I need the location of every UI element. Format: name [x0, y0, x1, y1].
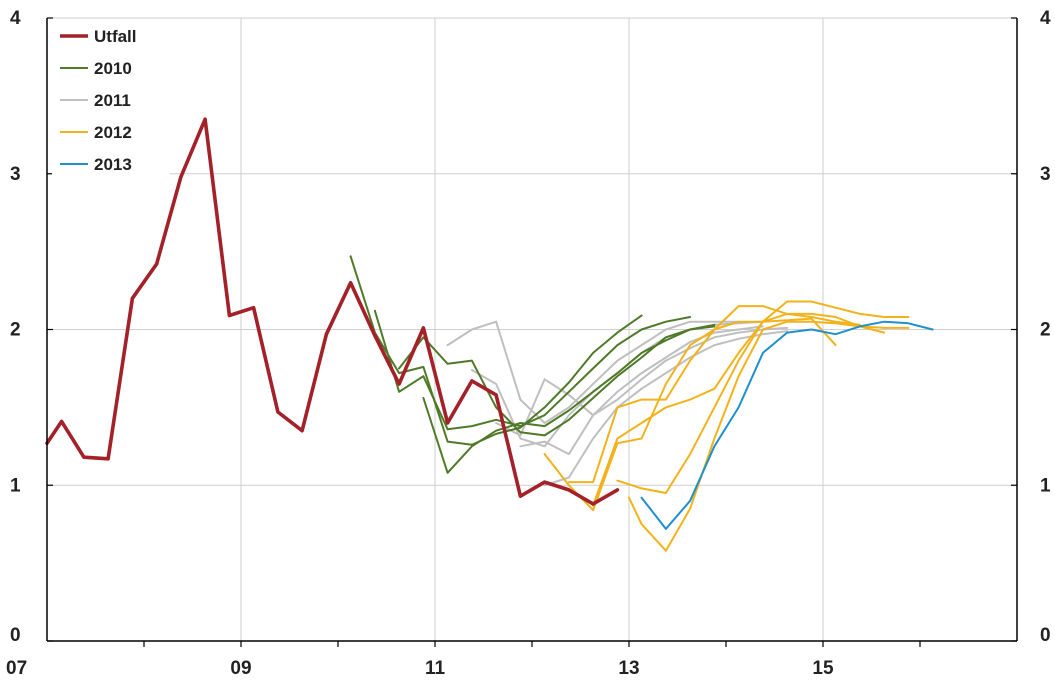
series-line-2013-15 [640, 320, 934, 530]
y-tick-label-left: 0 [10, 625, 21, 646]
legend-label: 2010 [94, 59, 132, 78]
x-tick-label: 13 [618, 658, 639, 679]
series-line-2012-13 [616, 300, 910, 494]
series-line-2012-10 [543, 317, 837, 512]
tick-labels: 0 01 12 23 34 407 09 11 13 15 [6, 8, 1051, 679]
legend-label: 2012 [94, 123, 132, 142]
y-tick-label-right: 1 [1040, 475, 1051, 496]
y-tick-label-right: 4 [1040, 8, 1051, 29]
legend-label: 2011 [94, 91, 131, 110]
y-tick-label-left: 3 [10, 164, 21, 185]
y-tick-label-left: 4 [10, 8, 21, 29]
x-tick-label: 11 [425, 658, 446, 679]
legend-background [52, 22, 170, 182]
legend: Utfall 2010 2011 2012 2013 [52, 22, 170, 182]
legend-label: Utfall [94, 27, 137, 46]
legend-label: 2013 [94, 155, 132, 174]
axes [46, 17, 1018, 647]
x-tick-label: 09 [230, 658, 251, 679]
y-tick-label-left: 1 [10, 475, 21, 496]
series-line-2012-12 [592, 312, 886, 507]
y-tick-label-left: 2 [10, 320, 21, 341]
gridlines [47, 17, 1017, 641]
series-line-2011-9 [543, 330, 789, 487]
y-tick-label-right: 3 [1040, 164, 1051, 185]
series-line-2012-11 [567, 305, 861, 484]
series-line-2011-5 [446, 320, 740, 424]
series-line-2010-1 [349, 255, 643, 446]
series-layer [45, 117, 934, 552]
y-tick-label-right: 0 [1040, 625, 1051, 646]
series-line-2010-3 [398, 325, 716, 437]
series-line-utfall-0 [45, 117, 620, 506]
y-tick-label-right: 2 [1040, 320, 1051, 341]
series-line-2010-2 [373, 309, 692, 431]
series-line-2011-7 [495, 325, 764, 437]
x-tick-label: 15 [812, 658, 834, 679]
series-line-2011-8 [519, 326, 789, 456]
series-line-2010-4 [422, 323, 716, 474]
x-tick-label: 07 [6, 658, 27, 679]
